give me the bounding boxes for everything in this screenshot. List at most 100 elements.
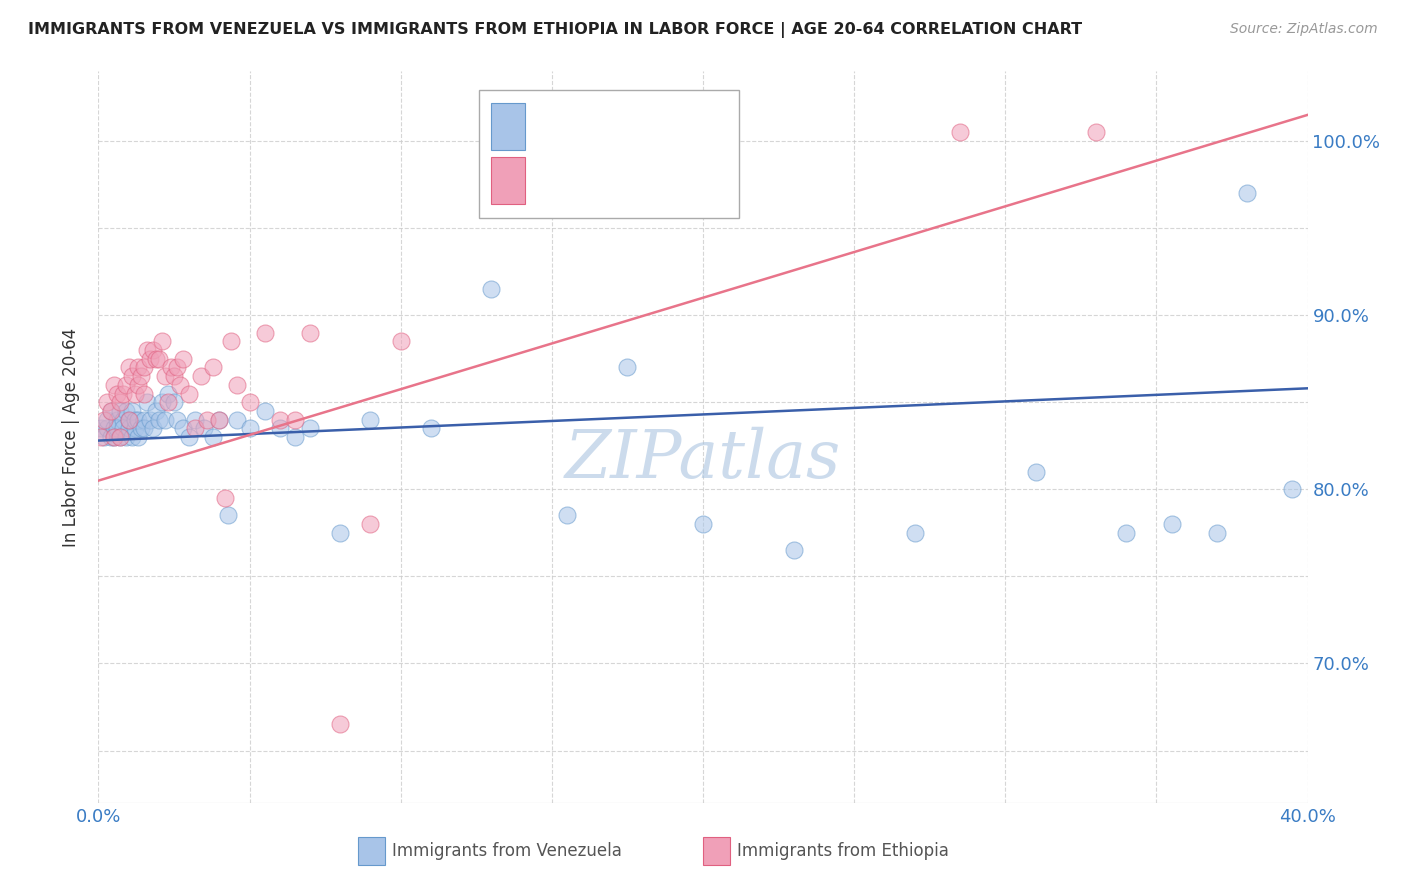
Point (1206, 525, 1229, 540)
Point (616, 360, 638, 375)
Point (1236, 186, 1258, 201)
Point (124, 412, 146, 426)
Point (103, 421, 125, 435)
Point (139, 412, 162, 426)
Point (129, 421, 152, 435)
Point (108, 395, 131, 409)
Point (179, 386, 201, 401)
Point (135, 343, 157, 357)
Point (132, 386, 155, 401)
Point (127, 412, 149, 426)
Point (153, 369, 176, 384)
Point (108, 430, 131, 444)
Point (105, 386, 128, 401)
Point (904, 525, 927, 540)
Point (193, 421, 215, 435)
Point (114, 430, 136, 444)
Point (121, 369, 143, 384)
FancyBboxPatch shape (479, 89, 740, 218)
Point (481, 282, 503, 296)
Point (118, 421, 141, 435)
FancyBboxPatch shape (492, 157, 526, 204)
Point (100, 404, 122, 418)
Point (132, 360, 155, 375)
Point (329, 525, 352, 540)
Point (156, 395, 179, 409)
Text: ZIPatlas: ZIPatlas (565, 426, 841, 491)
Point (108, 404, 131, 418)
Point (114, 377, 136, 392)
Point (166, 360, 188, 375)
Point (135, 395, 157, 409)
Point (239, 395, 262, 409)
Point (208, 412, 231, 426)
Point (783, 543, 806, 558)
Point (214, 491, 236, 505)
Point (179, 430, 201, 444)
Point (208, 412, 231, 426)
Point (284, 412, 307, 426)
Point (692, 517, 714, 532)
FancyBboxPatch shape (703, 838, 730, 865)
Point (121, 430, 143, 444)
Point (153, 412, 176, 426)
Text: Immigrants from Venezuela: Immigrants from Venezuela (392, 842, 621, 860)
Point (96, 395, 118, 409)
Point (93, 430, 115, 444)
Point (90, 421, 112, 435)
Point (148, 351, 170, 366)
Point (156, 386, 179, 401)
Point (163, 395, 186, 409)
Point (360, 412, 382, 426)
Point (103, 430, 125, 444)
Point (103, 377, 125, 392)
Point (217, 508, 239, 523)
Point (1160, 517, 1182, 532)
Point (172, 421, 194, 435)
Text: Immigrants from Ethiopia: Immigrants from Ethiopia (737, 842, 949, 860)
Point (127, 430, 149, 444)
Point (253, 404, 276, 418)
Point (96, 421, 118, 435)
Text: R =  0.138: R = 0.138 (537, 117, 641, 136)
Point (239, 421, 262, 435)
Text: Source: ZipAtlas.com: Source: ZipAtlas.com (1230, 22, 1378, 37)
Point (103, 430, 125, 444)
Text: IMMIGRANTS FROM VENEZUELA VS IMMIGRANTS FROM ETHIOPIA IN LABOR FORCE | AGE 20-64: IMMIGRANTS FROM VENEZUELA VS IMMIGRANTS … (28, 22, 1083, 38)
Point (105, 421, 128, 435)
Point (139, 351, 162, 366)
Point (1085, 125, 1108, 139)
Point (108, 430, 131, 444)
Point (100, 404, 122, 418)
Point (190, 369, 212, 384)
Y-axis label: In Labor Force | Age 20-64: In Labor Force | Age 20-64 (62, 327, 80, 547)
Point (145, 351, 167, 366)
Point (202, 360, 225, 375)
Point (150, 334, 173, 349)
Point (96, 412, 118, 426)
Text: N = 52: N = 52 (640, 171, 714, 190)
Point (389, 334, 412, 349)
Text: R =  0.565: R = 0.565 (537, 171, 643, 190)
Point (111, 386, 134, 401)
Point (93, 412, 115, 426)
Point (132, 412, 155, 426)
Point (118, 412, 141, 426)
Point (1024, 465, 1046, 479)
Point (226, 377, 249, 392)
Point (142, 343, 165, 357)
Point (105, 412, 128, 426)
Point (127, 360, 149, 375)
Point (284, 430, 307, 444)
Point (299, 421, 322, 435)
Point (226, 412, 249, 426)
Point (129, 369, 152, 384)
Point (555, 508, 578, 523)
Point (184, 421, 207, 435)
Point (118, 412, 141, 426)
Point (160, 360, 183, 375)
Point (253, 326, 276, 340)
Point (145, 404, 167, 418)
Point (121, 404, 143, 418)
Point (172, 351, 194, 366)
